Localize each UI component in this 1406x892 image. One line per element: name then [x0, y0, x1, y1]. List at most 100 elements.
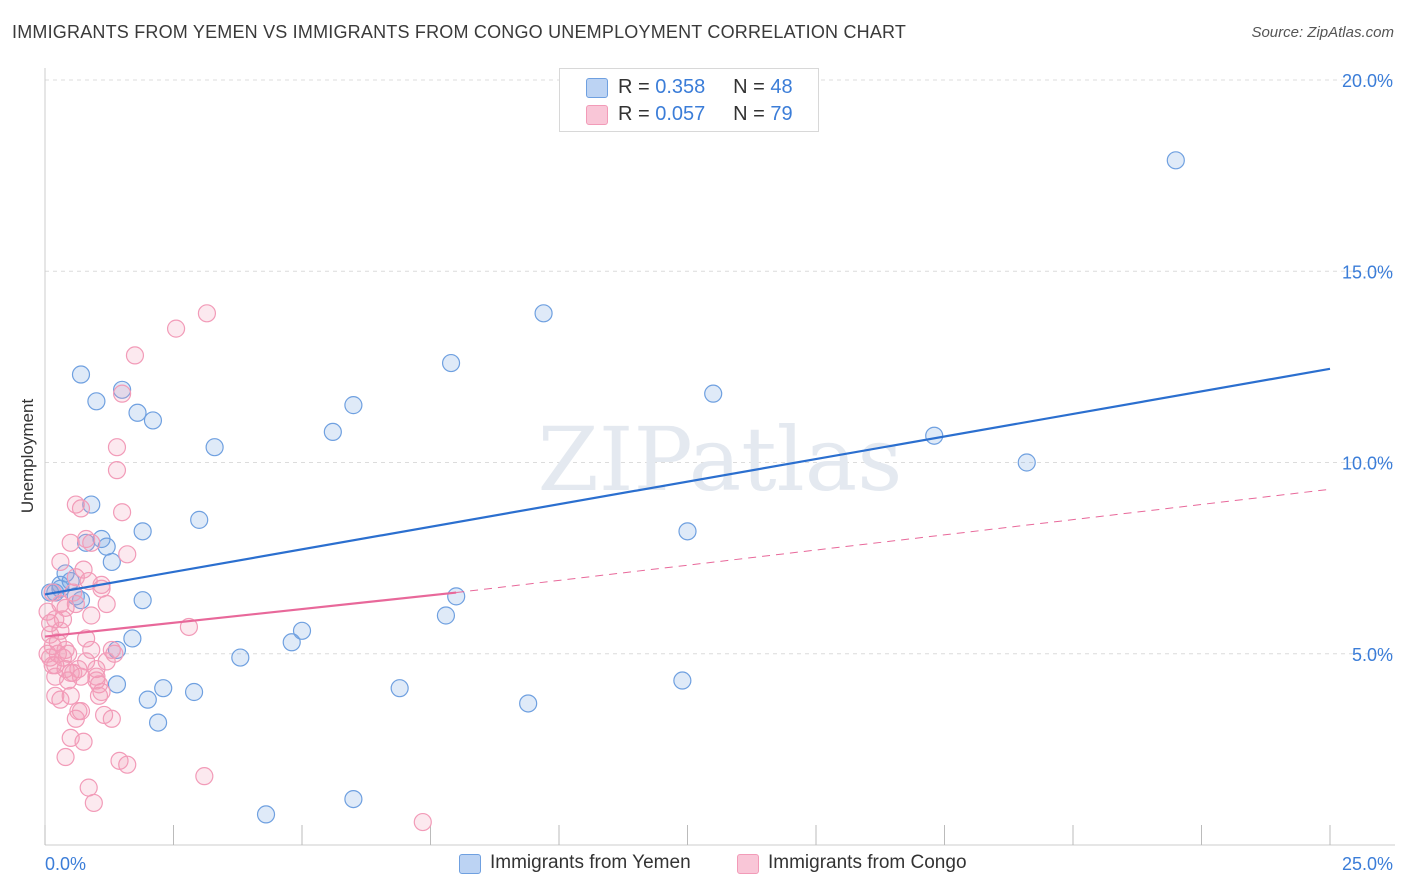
- yemen-point: [231, 648, 250, 667]
- yemen-point: [704, 384, 723, 403]
- congo-point: [56, 598, 75, 617]
- legend-r-value: 0.358: [655, 76, 706, 98]
- series-label-yemen: Immigrants from Yemen: [490, 852, 691, 873]
- series-swatch-congo: [737, 854, 759, 874]
- congo-point: [53, 648, 73, 667]
- congo-point: [179, 617, 199, 637]
- yemen-point: [190, 510, 209, 529]
- congo-trend-line-extension: [456, 488, 1331, 594]
- congo-point: [195, 767, 214, 786]
- gridlines: [45, 79, 1395, 655]
- yemen-point: [447, 587, 466, 606]
- legend-swatch-congo: [586, 105, 608, 125]
- congo-point: [107, 461, 127, 480]
- chart-title: IMMIGRANTS FROM YEMEN VS IMMIGRANTS FROM…: [12, 22, 907, 42]
- congo-point: [112, 384, 132, 403]
- trend-lines: [44, 367, 1331, 638]
- correlation-legend: R = 0.358 N = 48 R = 0.057 N = 79: [559, 68, 819, 132]
- legend-n-label: N =: [733, 103, 765, 125]
- congo-point: [43, 656, 62, 675]
- congo-point: [64, 663, 83, 682]
- y-tick-label: 15.0%: [1342, 262, 1393, 282]
- series-swatch-yemen: [459, 854, 481, 874]
- congo-point: [51, 690, 70, 709]
- congo-trend-line: [44, 591, 457, 638]
- legend-n-label: N =: [733, 76, 765, 98]
- congo-point: [77, 652, 96, 671]
- yemen-point: [102, 552, 121, 572]
- x-tick-label: 25.0%: [1342, 854, 1393, 874]
- yemen-point: [82, 495, 101, 514]
- congo-point: [166, 319, 186, 338]
- yemen-point: [441, 353, 461, 373]
- congo-point: [413, 812, 432, 832]
- legend-r-label: R =: [618, 103, 650, 125]
- y-tick-label: 20.0%: [1342, 71, 1393, 91]
- yemen-point: [71, 365, 91, 384]
- x-tick-label: 0.0%: [45, 854, 86, 874]
- congo-point: [61, 686, 80, 705]
- legend-r-value: 0.057: [655, 103, 706, 125]
- yemen-point: [148, 713, 168, 732]
- yemen-point: [143, 411, 163, 430]
- yemen-point: [390, 679, 409, 698]
- congo-point: [56, 747, 75, 767]
- congo-point: [107, 438, 127, 457]
- congo-point: [84, 793, 103, 813]
- source-label: Source: ZipAtlas.com: [1251, 24, 1394, 41]
- yemen-point: [1017, 453, 1036, 472]
- yemen-point: [138, 690, 157, 709]
- congo-point: [82, 606, 101, 625]
- congo-point: [82, 640, 101, 660]
- congo-point: [105, 644, 124, 663]
- yemen-trend-line: [44, 367, 1331, 596]
- yemen-point: [292, 621, 312, 640]
- congo-point: [38, 644, 57, 663]
- congo-point: [77, 629, 96, 648]
- legend-swatch-yemen: [586, 78, 608, 98]
- yemen-point: [87, 392, 106, 411]
- congo-point: [95, 705, 114, 725]
- yemen-point: [133, 591, 152, 610]
- congo-point: [112, 503, 132, 522]
- congo-point: [74, 560, 93, 579]
- y-axis-label: Unemployment: [18, 398, 37, 514]
- congo-point: [66, 594, 85, 614]
- congo-point: [77, 529, 96, 549]
- legend-r-label: R =: [618, 76, 650, 98]
- congo-point: [197, 304, 217, 323]
- yemen-point: [256, 805, 276, 824]
- congo-point: [53, 610, 73, 629]
- congo-point: [66, 709, 85, 728]
- congo-point: [118, 545, 137, 564]
- yemen-point: [678, 522, 697, 541]
- y-tick-label: 10.0%: [1342, 454, 1393, 474]
- series-label-congo: Immigrants from Congo: [768, 852, 967, 873]
- congo-point: [97, 594, 116, 614]
- yemen-point: [107, 675, 127, 694]
- tick-labels: 5.0% 10.0% 15.0% 20.0% 0.0% 25.0%: [45, 71, 1393, 874]
- yemen-point: [344, 789, 363, 809]
- y-tick-label: 5.0%: [1352, 645, 1393, 665]
- congo-point: [125, 346, 145, 365]
- yemen-point: [534, 304, 553, 323]
- yemen-point: [282, 633, 301, 652]
- yemen-point: [323, 422, 342, 441]
- yemen-point: [133, 522, 152, 541]
- yemen-point: [77, 533, 96, 552]
- congo-points: [38, 304, 432, 832]
- congo-point: [110, 751, 129, 770]
- yemen-point: [344, 396, 363, 415]
- yemen-point: [673, 671, 692, 690]
- axes: [44, 68, 1395, 846]
- yemen-point: [123, 629, 142, 648]
- yemen-point: [97, 537, 116, 556]
- yemen-point: [112, 380, 132, 399]
- legend-n-value: 79: [770, 103, 793, 125]
- congo-point: [97, 652, 116, 671]
- yemen-point: [436, 606, 456, 625]
- congo-point: [92, 682, 111, 702]
- congo-point: [79, 778, 98, 797]
- yemen-point: [1166, 151, 1185, 170]
